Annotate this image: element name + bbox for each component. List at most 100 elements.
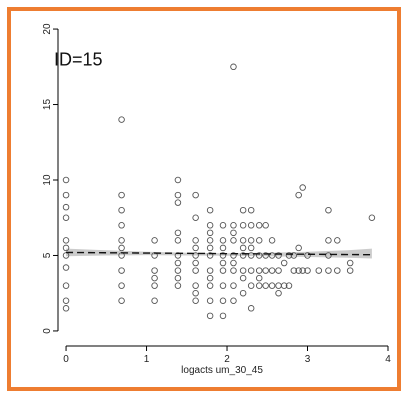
data-point <box>230 282 237 289</box>
data-point <box>299 267 306 274</box>
data-point <box>118 282 125 289</box>
data-point <box>206 297 214 305</box>
data-point <box>247 237 255 244</box>
data-point <box>230 63 237 71</box>
x-axis-title: logacts um_30_45 <box>181 365 263 376</box>
data-point <box>275 289 282 297</box>
data-point <box>62 264 70 271</box>
ci-band-group <box>66 248 372 259</box>
data-point <box>304 267 311 274</box>
data-point <box>239 252 247 259</box>
data-point <box>206 274 214 282</box>
x-tick-label: 2 <box>224 354 230 365</box>
data-point <box>262 267 269 274</box>
y-tick-label: 0 <box>42 328 53 334</box>
data-point <box>174 274 182 282</box>
data-point <box>268 252 276 259</box>
data-point <box>62 244 70 252</box>
fit-line <box>66 251 372 256</box>
data-point <box>192 267 199 274</box>
data-point <box>192 237 199 244</box>
data-point <box>192 214 199 221</box>
x-ticks-group: 0 1 2 3 4 <box>63 346 391 365</box>
data-point <box>262 282 269 289</box>
data-point <box>219 222 227 229</box>
data-point <box>219 259 227 267</box>
data-point <box>118 222 125 229</box>
data-point <box>239 237 247 244</box>
data-point <box>192 289 199 297</box>
data-point <box>174 191 182 199</box>
data-point <box>206 237 214 244</box>
data-point <box>192 244 199 252</box>
data-point <box>192 282 199 289</box>
data-point <box>239 206 247 214</box>
data-point <box>295 244 302 252</box>
data-point <box>174 267 182 274</box>
data-point <box>239 222 247 229</box>
data-point <box>219 267 227 274</box>
data-point <box>255 237 263 244</box>
data-point <box>230 237 237 244</box>
data-point <box>255 282 263 289</box>
data-point <box>206 244 214 252</box>
data-point <box>174 176 182 184</box>
data-point <box>325 252 332 259</box>
data-point <box>268 267 276 274</box>
data-point <box>62 176 70 184</box>
data-point <box>285 252 293 259</box>
data-point <box>230 252 237 259</box>
data-point <box>219 237 227 244</box>
ci-band <box>66 248 372 259</box>
data-point <box>118 297 125 305</box>
data-point <box>192 252 199 259</box>
data-point <box>285 282 293 289</box>
y-tick-label: 5 <box>42 252 53 258</box>
x-tick-label: 4 <box>385 354 391 365</box>
x-tick-label: 3 <box>305 354 311 365</box>
data-point <box>151 267 158 274</box>
data-point <box>239 267 247 274</box>
points-group <box>62 63 376 320</box>
y-tick-label: 10 <box>42 174 53 186</box>
data-point <box>268 282 276 289</box>
data-point <box>174 229 182 237</box>
data-point <box>174 237 182 244</box>
data-point <box>174 282 182 289</box>
data-point <box>206 252 214 259</box>
data-point <box>239 274 247 282</box>
data-point <box>295 191 302 199</box>
data-point <box>206 222 214 229</box>
data-point <box>192 259 199 267</box>
data-point <box>174 259 182 267</box>
data-point <box>368 214 376 221</box>
data-point <box>262 222 269 229</box>
data-point <box>304 252 311 259</box>
data-point <box>247 206 255 214</box>
data-point <box>206 312 214 320</box>
data-point <box>315 267 323 274</box>
data-point <box>295 267 302 274</box>
data-point <box>230 259 237 267</box>
data-point <box>219 312 227 320</box>
data-point <box>275 267 282 274</box>
data-point <box>230 229 237 237</box>
data-point <box>151 237 158 244</box>
data-point <box>325 267 332 274</box>
id-annotation: ID=15 <box>54 49 103 69</box>
data-point <box>247 267 255 274</box>
data-point <box>290 267 298 274</box>
data-point <box>262 252 269 259</box>
data-point <box>247 282 255 289</box>
data-point <box>280 282 288 289</box>
data-point <box>206 206 214 214</box>
data-point <box>62 237 70 244</box>
data-point <box>325 206 332 214</box>
y-tick-label: 15 <box>42 99 53 111</box>
data-point <box>62 214 70 221</box>
data-point <box>255 222 263 229</box>
data-point <box>247 252 255 259</box>
data-point <box>230 267 237 274</box>
data-point <box>247 244 255 252</box>
data-point <box>247 305 255 312</box>
